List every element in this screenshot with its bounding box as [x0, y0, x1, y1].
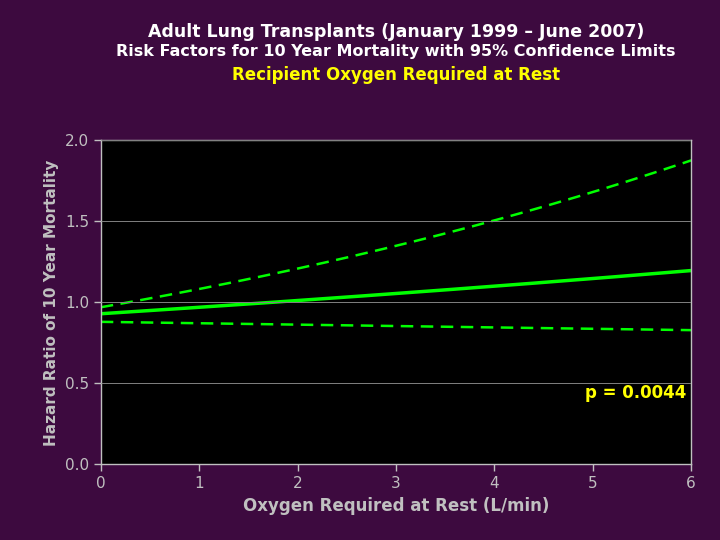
Text: p = 0.0044: p = 0.0044 [585, 384, 686, 402]
Text: Risk Factors for 10 Year Mortality with 95% Confidence Limits: Risk Factors for 10 Year Mortality with … [116, 44, 676, 59]
Text: Adult Lung Transplants (January 1999 – June 2007): Adult Lung Transplants (January 1999 – J… [148, 23, 644, 40]
X-axis label: Oxygen Required at Rest (L/min): Oxygen Required at Rest (L/min) [243, 497, 549, 515]
Y-axis label: Hazard Ratio of 10 Year Mortality: Hazard Ratio of 10 Year Mortality [45, 159, 59, 446]
Text: Recipient Oxygen Required at Rest: Recipient Oxygen Required at Rest [232, 66, 560, 84]
